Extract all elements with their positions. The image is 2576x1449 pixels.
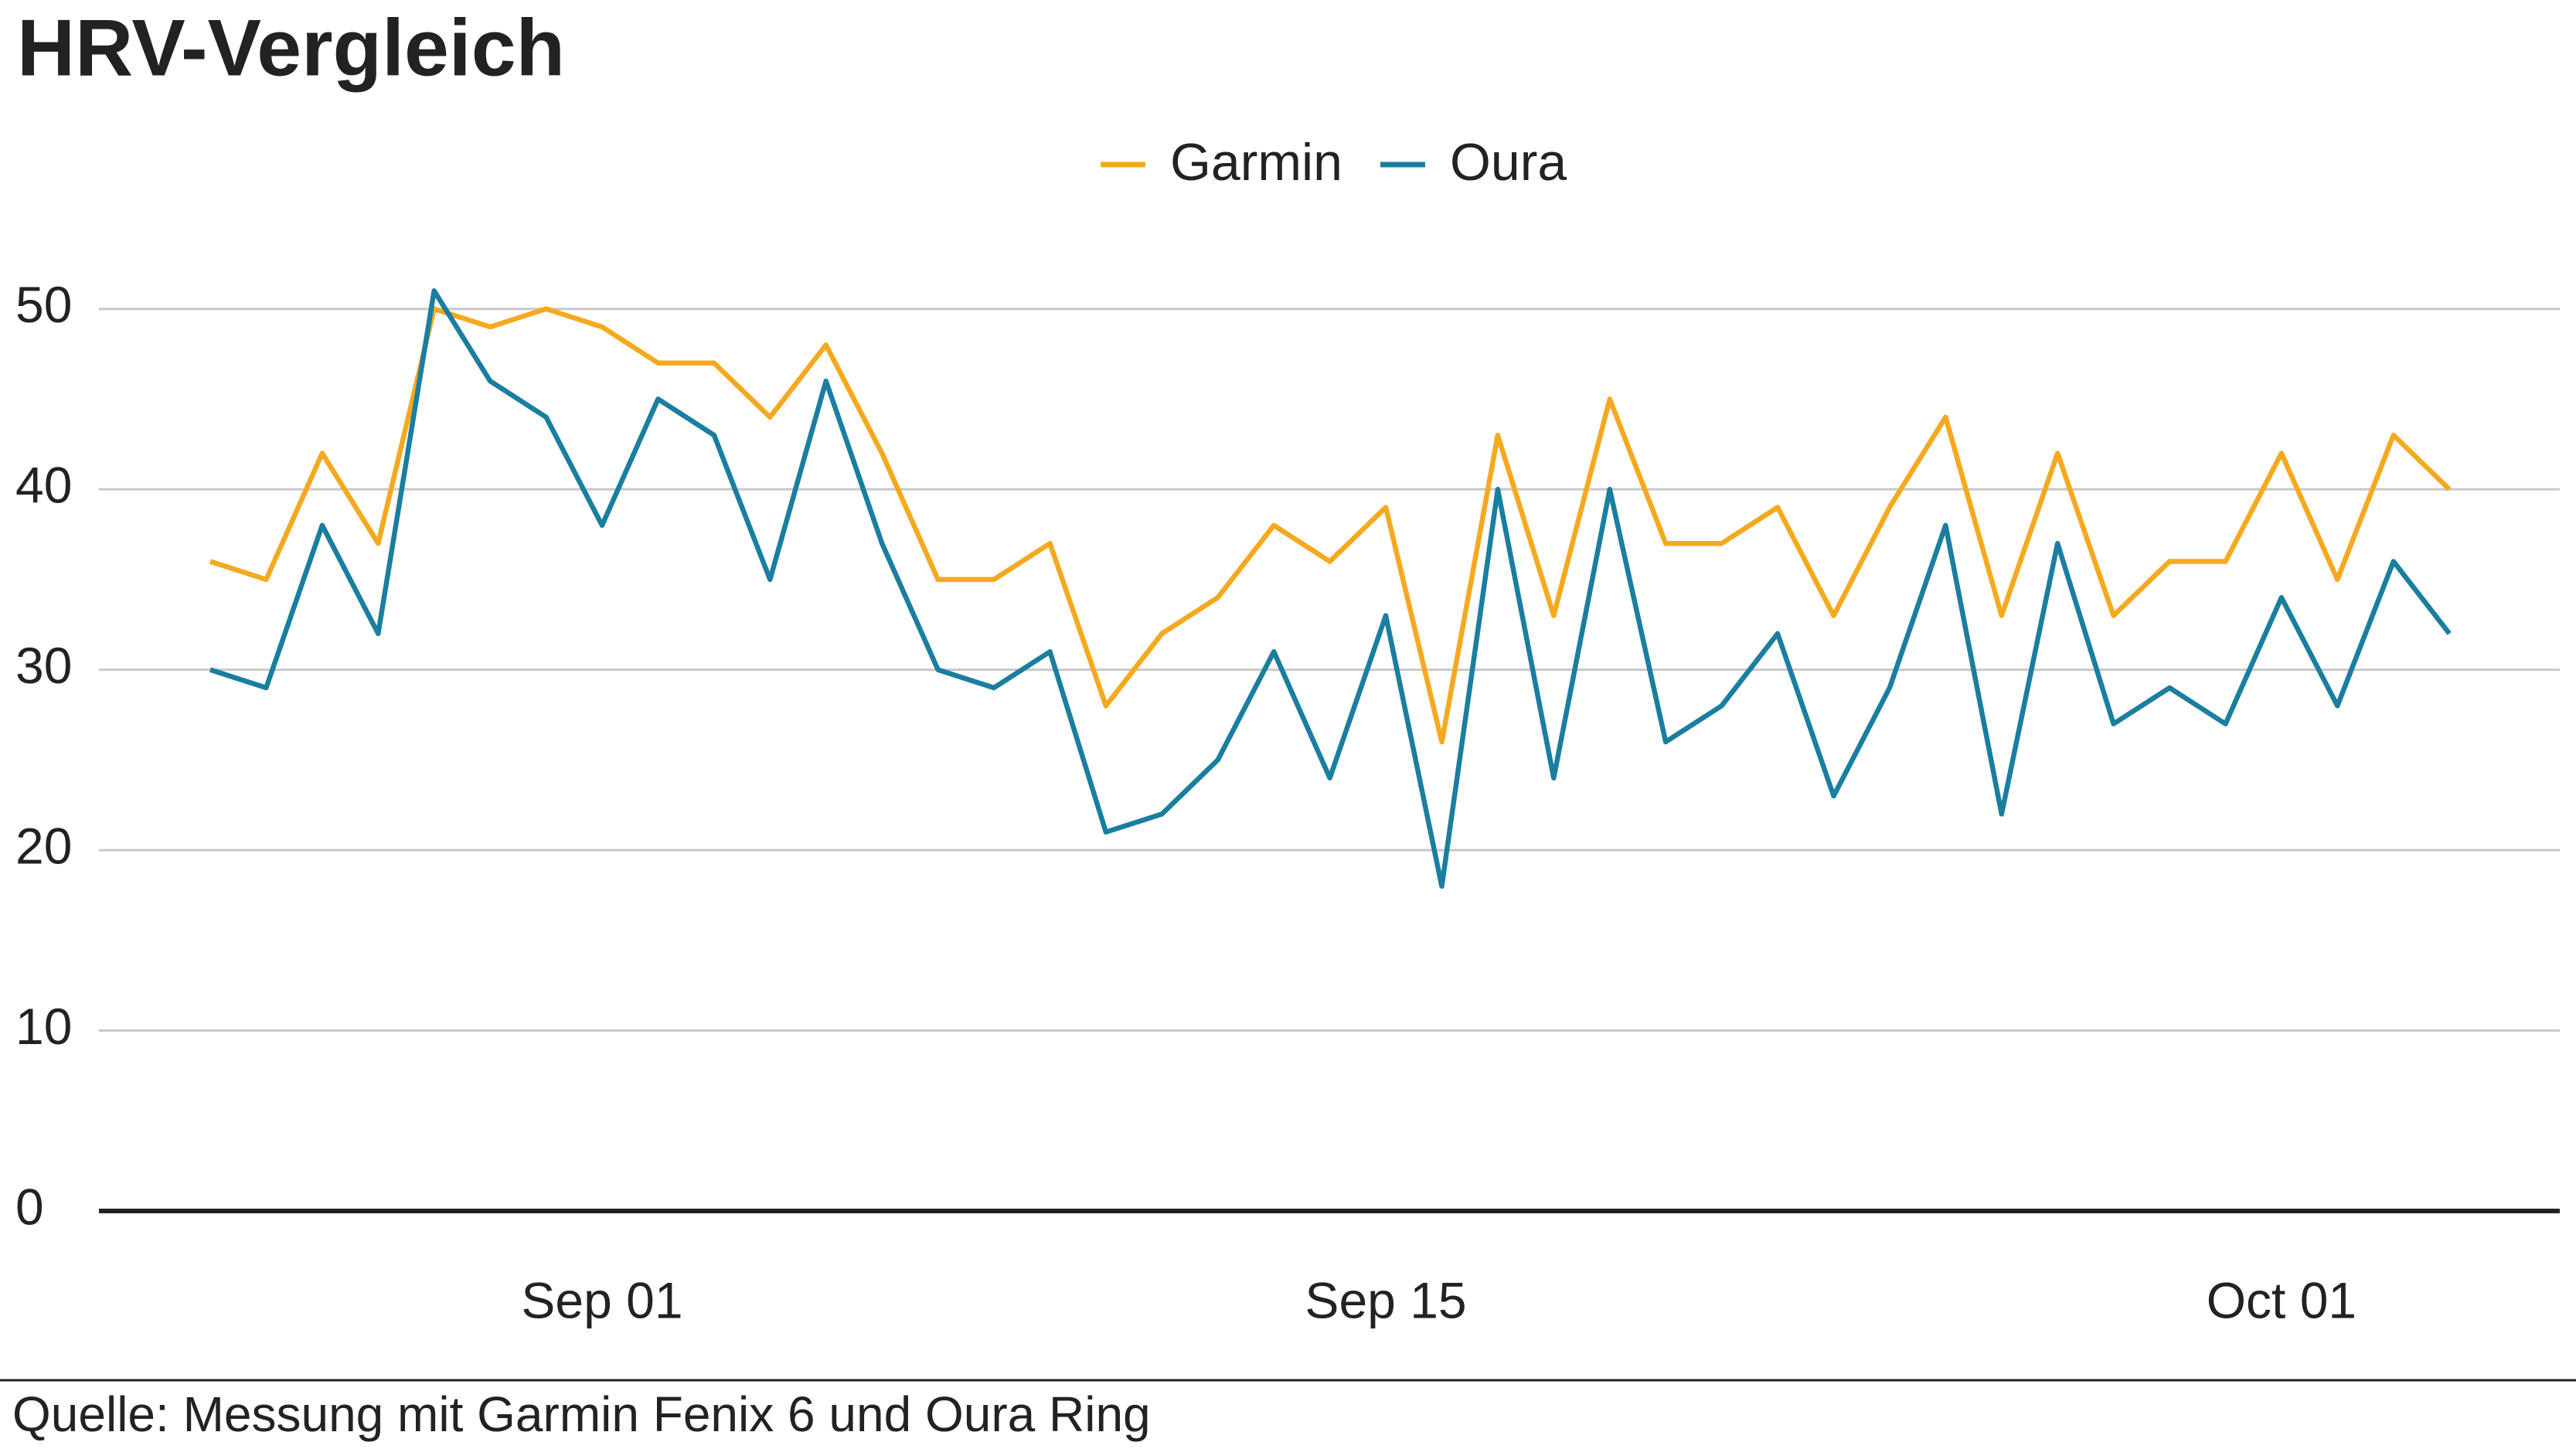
source-note: Quelle: Messung mit Garmin Fenix 6 und O… [12,1386,1151,1442]
y-tick-label: 40 [15,457,72,514]
legend-label: Oura [1450,133,1567,192]
x-tick-label: Sep 01 [521,1271,682,1328]
y-tick-label: 30 [15,637,72,694]
series-line [209,288,2452,889]
legend-label: Garmin [1170,133,1342,192]
y-tick-label: 20 [15,818,72,875]
chart-title: HRV-Vergleich [17,3,565,93]
y-tick-label: 0 [15,1178,44,1235]
y-tick-label: 10 [15,998,72,1055]
y-tick-label: 50 [15,276,72,333]
x-tick-label: Sep 15 [1305,1271,1466,1328]
x-tick-label: Oct 01 [2207,1271,2357,1328]
series-line [209,306,2452,745]
